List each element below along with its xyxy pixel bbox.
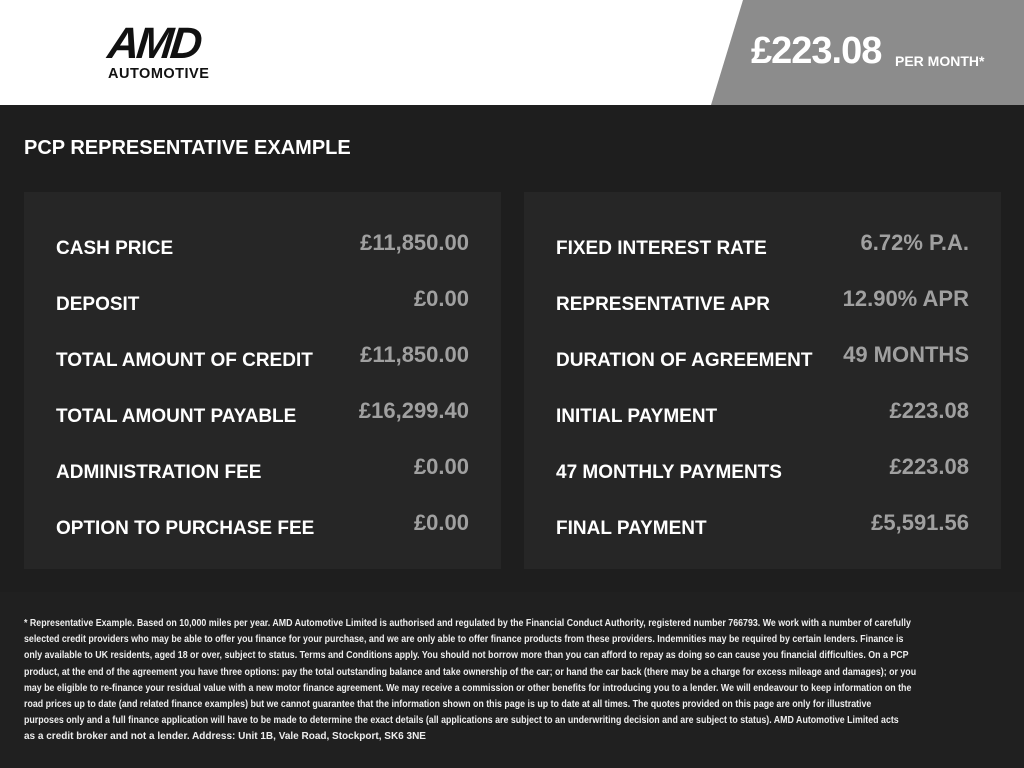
disclaimer-line: may be eligible to re-finance your resid… xyxy=(24,682,912,694)
row-label: TOTAL AMOUNT PAYABLE xyxy=(56,406,297,427)
row-value: 49 MONTHS xyxy=(843,342,969,367)
disclaimer-line: as a credit broker and not a lender. Add… xyxy=(24,731,426,743)
finance-row: REPRESENTATIVE APR 12.90% APR xyxy=(556,286,969,316)
row-value: £0.00 xyxy=(413,454,469,479)
per-month-label: PER MONTH* xyxy=(895,53,985,69)
row-label: FINAL PAYMENT xyxy=(556,518,707,539)
row-label: OPTION TO PURCHASE FEE xyxy=(56,518,315,539)
disclaimer-line: only available to UK residents, aged 18 … xyxy=(24,650,909,662)
row-label: TOTAL AMOUNT OF CREDIT xyxy=(56,350,313,371)
disclaimer-line: selected credit providers who may be abl… xyxy=(24,634,904,646)
row-label: INITIAL PAYMENT xyxy=(556,406,718,427)
row-value: £11,850.00 xyxy=(360,230,469,255)
monthly-price: £223.08 xyxy=(751,30,882,72)
finance-row: TOTAL AMOUNT OF CREDIT £11,850.00 xyxy=(56,342,469,372)
finance-panel-right: FIXED INTEREST RATE 6.72% P.A. REPRESENTAT… xyxy=(524,192,1001,569)
finance-row: ADMINISTRATION FEE £0.00 xyxy=(56,454,469,484)
finance-row: CASH PRICE £11,850.00 xyxy=(56,230,469,260)
row-value: £223.08 xyxy=(889,454,969,479)
row-value: £0.00 xyxy=(413,510,469,535)
finance-row: 47 MONTHLY PAYMENTS £223.08 xyxy=(556,454,969,484)
row-label: DURATION OF AGREEMENT xyxy=(556,350,813,371)
finance-row: FIXED INTEREST RATE 6.72% P.A. xyxy=(556,230,969,260)
disclaimer-line: product, at the end of the agreement you… xyxy=(24,666,917,678)
finance-row: OPTION TO PURCHASE FEE £0.00 xyxy=(56,510,469,540)
row-value: £5,591.56 xyxy=(871,510,969,535)
logo-text: AMD xyxy=(105,19,202,68)
header: AMD AUTOMOTIVE £223.08 PER MONTH* xyxy=(0,0,1024,105)
disclaimer-footer: * Representative Example. Based on 10,00… xyxy=(0,592,1024,768)
row-label: DEPOSIT xyxy=(56,294,140,315)
monthly-price-banner: £223.08 PER MONTH* xyxy=(711,0,1024,105)
finance-row: DEPOSIT £0.00 xyxy=(56,286,469,316)
section-title: PCP REPRESENTATIVE EXAMPLE xyxy=(24,137,351,159)
disclaimer-line: road prices up to date (and related fina… xyxy=(24,699,872,711)
row-value: £0.00 xyxy=(413,286,469,311)
row-value: £11,850.00 xyxy=(360,342,469,367)
finance-row: INITIAL PAYMENT £223.08 xyxy=(556,398,969,428)
row-value: 6.72% P.A. xyxy=(860,230,969,255)
finance-row: FINAL PAYMENT £5,591.56 xyxy=(556,510,969,540)
row-label: REPRESENTATIVE APR xyxy=(556,294,770,315)
row-label: ADMINISTRATION FEE xyxy=(56,462,262,483)
disclaimer-text: * Representative Example. Based on 10,00… xyxy=(24,616,1024,746)
finance-row: TOTAL AMOUNT PAYABLE £16,299.40 xyxy=(56,398,469,428)
logo-subtext: AUTOMOTIVE xyxy=(108,66,210,82)
disclaimer-line: purposes only and a full finance applica… xyxy=(24,715,899,727)
row-label: CASH PRICE xyxy=(56,238,174,259)
row-value: £223.08 xyxy=(889,398,969,423)
row-value: 12.90% APR xyxy=(842,286,969,311)
disclaimer-line: * Representative Example. Based on 10,00… xyxy=(24,618,911,629)
row-value: £16,299.40 xyxy=(358,398,469,423)
amd-automotive-logo: AMD AUTOMOTIVE xyxy=(105,19,230,82)
row-label: FIXED INTEREST RATE xyxy=(556,238,767,259)
finance-panel-left: CASH PRICE £11,850.00 DEPOSIT £0.00 TOTAL AM… xyxy=(24,192,501,569)
finance-row: DURATION OF AGREEMENT 49 MONTHS xyxy=(556,342,969,372)
row-label: 47 MONTHLY PAYMENTS xyxy=(556,462,782,483)
